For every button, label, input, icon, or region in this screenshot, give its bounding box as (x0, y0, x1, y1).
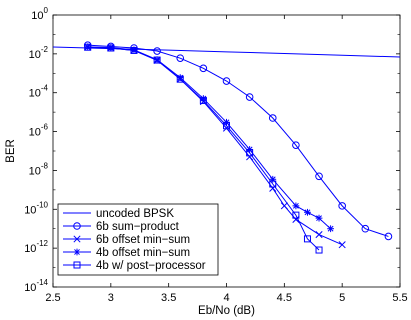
x-axis-label: Eb/No (dB) (198, 305, 255, 317)
legend-label: uncoded BPSK (96, 208, 174, 220)
x-tick-label: 4 (223, 292, 229, 304)
square-marker (223, 122, 230, 130)
star-marker (327, 225, 334, 233)
square-marker (269, 180, 277, 188)
x-marker (292, 215, 300, 223)
x-marker (338, 241, 346, 249)
square-marker (107, 44, 115, 52)
circle-marker (245, 93, 254, 101)
x-tick-label: 3 (108, 292, 114, 304)
square-marker (130, 46, 138, 54)
y-tick-label: 10-10 (24, 200, 48, 216)
x-marker (246, 153, 254, 161)
x-tick-label: 2.5 (45, 292, 60, 304)
legend-label: 6b sum−product (96, 221, 180, 233)
x-tick-label: 4.5 (277, 292, 292, 304)
x-marker (280, 202, 288, 210)
legend-label: 4b offset min−sum (96, 247, 190, 259)
circle-marker (153, 47, 161, 55)
square-marker (315, 246, 323, 254)
circle-marker (315, 172, 323, 181)
legend-item: 4b offset min−sum (63, 247, 190, 259)
square-marker (153, 56, 161, 64)
square-marker (246, 149, 254, 157)
square-marker (176, 75, 184, 83)
y-tick-label: 10-4 (29, 84, 49, 100)
circle-marker (176, 54, 185, 62)
y-tick-label: 10-6 (29, 123, 49, 139)
x-tick-label: 5.5 (392, 292, 407, 304)
y-tick-labels: 100 10-2 10-4 10-6 10-8 10-10 10-12 10-14 (24, 6, 48, 294)
square-marker (199, 96, 207, 104)
x-marker (315, 231, 323, 239)
y-tick-label: 10-12 (24, 239, 48, 255)
circle-marker (292, 141, 300, 149)
x-tick-label: 3.5 (161, 292, 176, 304)
star-marker (269, 175, 277, 183)
star-marker (292, 202, 300, 210)
x-marker (73, 235, 81, 243)
circle-marker (384, 232, 393, 241)
series-4 (84, 43, 323, 254)
circle-marker (338, 202, 346, 210)
series-line (87, 44, 389, 237)
x-marker (222, 124, 231, 132)
y-axis-label: BER (5, 139, 17, 163)
star-marker (73, 248, 81, 256)
legend-label: 4b w/ post−processor (96, 260, 206, 272)
legend-item: 6b offset min−sum (63, 234, 190, 246)
legend-item: uncoded BPSK (63, 208, 174, 220)
axis-ticks (52, 14, 401, 288)
square-marker (303, 235, 311, 243)
square-marker (292, 211, 300, 219)
star-marker (315, 214, 323, 222)
y-tick-label: 10-2 (29, 45, 49, 61)
x-tick-labels: 2.5 3 3.5 4 4.5 5 5.5 (45, 292, 407, 304)
circle-marker (73, 222, 81, 230)
circle-marker (199, 64, 208, 73)
star-marker (304, 208, 311, 216)
circle-marker (361, 224, 370, 233)
circle-marker (222, 77, 231, 85)
legend-item: 6b sum−product (63, 221, 180, 233)
y-tick-label: 100 (31, 6, 48, 22)
y-tick-label: 10-14 (24, 278, 48, 294)
series-group (53, 41, 400, 254)
circle-marker (268, 114, 277, 122)
square-marker (73, 261, 81, 269)
x-tick-label: 5 (339, 292, 345, 304)
legend-label: 6b offset min−sum (96, 234, 190, 246)
square-marker (84, 43, 92, 51)
legend-item: 4b w/ post−processor (63, 260, 206, 272)
y-tick-label: 10-8 (29, 161, 49, 177)
series-line (87, 46, 320, 251)
